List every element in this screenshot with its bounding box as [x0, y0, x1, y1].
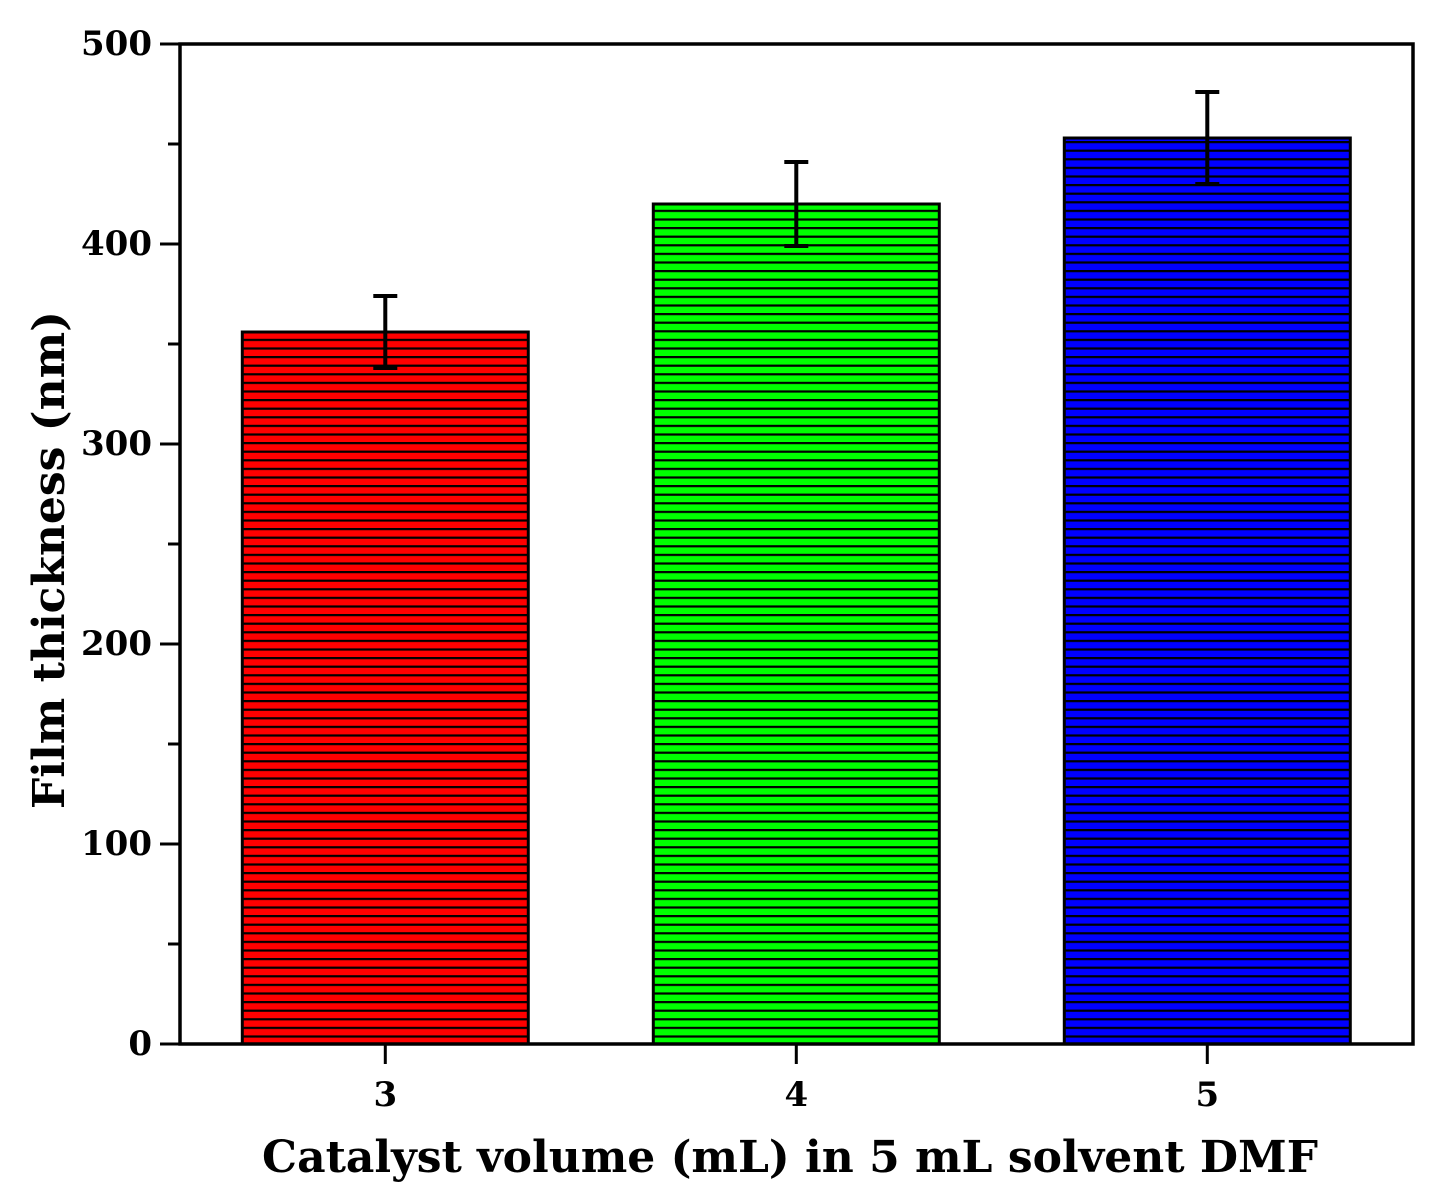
y-axis: 0 100 200 300 400 500	[81, 24, 180, 1064]
error-bar-5	[1195, 90, 1220, 186]
x-tick-label-5: 5	[1195, 1075, 1219, 1115]
bars-layer	[240, 136, 1352, 1046]
y-tick-label-400: 400	[81, 224, 152, 264]
x-axis: 3 4 5	[373, 1044, 1219, 1115]
x-axis-title: Catalyst volume (mL) in 5 mL solvent DMF	[262, 1132, 1318, 1183]
y-tick-label-300: 300	[81, 424, 152, 464]
y-tick-label-200: 200	[81, 624, 152, 664]
error-bars-layer	[373, 90, 1220, 370]
x-tick-label-3: 3	[373, 1075, 397, 1115]
bar-5	[1062, 136, 1352, 1046]
error-bar-4	[784, 160, 809, 248]
bar-3	[240, 330, 530, 1046]
bar-4	[651, 202, 941, 1046]
y-tick-label-500: 500	[81, 24, 152, 64]
y-tick-label-100: 100	[81, 824, 152, 864]
y-axis-title: Film thickness (nm)	[24, 311, 75, 809]
error-bar-3	[373, 294, 398, 370]
x-tick-label-4: 4	[784, 1075, 808, 1115]
y-tick-label-0: 0	[128, 1024, 152, 1064]
